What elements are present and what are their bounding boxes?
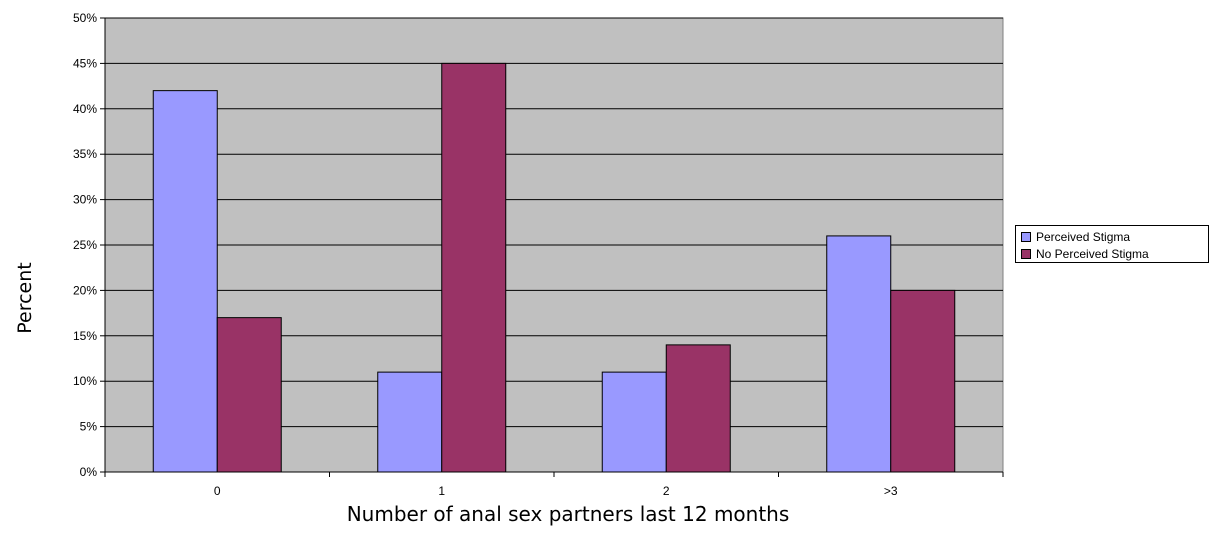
y-axis-label: Percent	[14, 262, 36, 334]
y-tick-label: 40%	[73, 102, 97, 116]
y-tick-label: 20%	[73, 283, 97, 297]
bar	[665, 344, 731, 473]
legend-item-no-perceived-stigma: No Perceived Stigma	[1021, 245, 1208, 262]
bar	[216, 317, 282, 473]
bar	[601, 371, 667, 473]
bar	[826, 235, 892, 473]
y-tick-label: 35%	[73, 147, 97, 161]
bar	[152, 90, 218, 473]
legend-item-perceived-stigma: Perceived Stigma	[1021, 228, 1208, 245]
y-tick-label: 10%	[73, 374, 97, 388]
bar	[890, 289, 956, 473]
legend-swatch	[1021, 248, 1031, 259]
y-tick-label: 30%	[73, 193, 97, 207]
y-tick-label: 45%	[73, 56, 97, 70]
y-tick-label: 15%	[73, 329, 97, 343]
axes: 0% 5% 10% 15% 20% 25% 30% 35% 40% 45% 50% 0 1 2 >3	[73, 11, 1004, 498]
legend-label: No Perceived Stigma	[1036, 246, 1149, 261]
x-tick-label: 2	[663, 484, 670, 498]
legend-label: Perceived Stigma	[1036, 229, 1131, 244]
legend: Perceived Stigma No Perceived Stigma	[1015, 225, 1209, 263]
x-tick-label: 0	[214, 484, 221, 498]
x-tick-label: 1	[438, 484, 445, 498]
x-tick-label: >3	[884, 484, 898, 498]
bar	[441, 62, 507, 473]
y-tick-label: 50%	[73, 11, 97, 25]
bar	[377, 371, 443, 473]
y-tick-label: 5%	[80, 420, 98, 434]
y-tick-label: 25%	[73, 238, 97, 252]
x-axis-label: Number of anal sex partners last 12 mont…	[347, 502, 790, 526]
y-tick-label: 0%	[80, 465, 98, 479]
legend-swatch	[1021, 231, 1031, 242]
